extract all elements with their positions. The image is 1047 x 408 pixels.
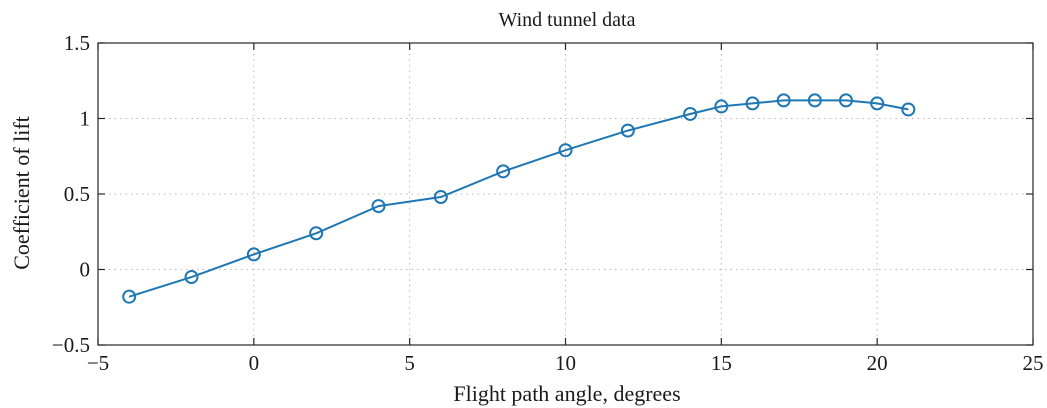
y-tick-label: −0.5 bbox=[52, 333, 90, 357]
data-point bbox=[496, 164, 511, 179]
series bbox=[122, 93, 916, 304]
data-point bbox=[433, 190, 448, 205]
data-point bbox=[309, 226, 324, 241]
grid bbox=[98, 43, 1033, 345]
data-point bbox=[558, 143, 573, 158]
y-tick-label: 0 bbox=[80, 258, 91, 282]
y-tick-label: 0.5 bbox=[64, 182, 90, 206]
data-point bbox=[683, 106, 698, 121]
data-point bbox=[371, 199, 386, 214]
data-point bbox=[714, 99, 729, 114]
x-tick-label: 25 bbox=[1023, 351, 1044, 375]
data-point bbox=[122, 289, 137, 304]
x-tick-label: 5 bbox=[404, 351, 415, 375]
y-axis-label: Coefficient of lift bbox=[9, 116, 34, 270]
data-point bbox=[807, 93, 822, 108]
y-tick-label: 1 bbox=[80, 107, 91, 131]
series-line bbox=[128, 99, 909, 298]
data-point bbox=[745, 96, 760, 111]
y-tick-label: 1.5 bbox=[64, 31, 90, 55]
data-point bbox=[184, 270, 199, 285]
x-axis-label: Flight path angle, degrees bbox=[453, 381, 680, 406]
data-point bbox=[870, 96, 885, 111]
x-tick-label: 15 bbox=[711, 351, 732, 375]
data-point bbox=[246, 247, 261, 262]
x-tick-label: 20 bbox=[867, 351, 888, 375]
x-tick-label: 10 bbox=[555, 351, 576, 375]
chart-title: Wind tunnel data bbox=[499, 9, 636, 31]
axis-frame bbox=[97, 42, 1034, 346]
data-point bbox=[901, 102, 916, 117]
x-tick-label: −5 bbox=[87, 351, 109, 375]
tick-labels: −5 0 5 10 15 20 25 −0.5 0 0.5 1 1.5 bbox=[52, 31, 1044, 375]
data-point bbox=[839, 93, 853, 108]
data-point bbox=[776, 93, 791, 108]
data-point bbox=[620, 123, 635, 138]
x-tick-label: 0 bbox=[249, 351, 260, 375]
